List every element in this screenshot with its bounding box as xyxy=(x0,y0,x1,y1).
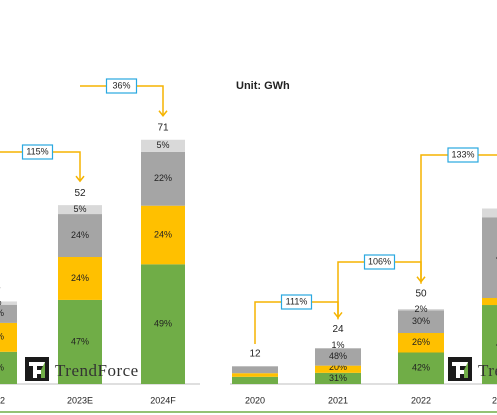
segment-label: 4% xyxy=(0,297,2,307)
growth-label: 111% xyxy=(286,296,308,306)
segment-label: 31% xyxy=(329,373,347,383)
bar-segment xyxy=(0,301,17,305)
logo-icon xyxy=(448,357,472,381)
segment-label: 47% xyxy=(71,336,89,346)
segment-label: 22% xyxy=(154,173,172,183)
growth-arrow xyxy=(75,175,85,183)
x-tick-label: 2022 xyxy=(411,395,431,405)
growth-label: 115% xyxy=(26,146,48,156)
segment-label: 5% xyxy=(73,204,86,214)
growth-label: 36% xyxy=(112,80,130,90)
segment-label: 24% xyxy=(71,273,89,283)
total-label: 24 xyxy=(0,281,1,292)
segment-label: 24% xyxy=(154,229,172,239)
bar-segment xyxy=(482,217,497,299)
bar-segment xyxy=(0,304,17,323)
bar-segment xyxy=(141,139,185,152)
x-tick-label: 2023E xyxy=(67,395,93,405)
segment-label: 2% xyxy=(414,304,427,314)
bar-segment xyxy=(315,372,361,384)
bar-segment xyxy=(482,208,497,218)
growth-arrow xyxy=(158,110,168,117)
unit-label: Unit: GWh xyxy=(236,80,290,92)
bar-segment xyxy=(398,352,444,384)
bar-segment xyxy=(315,365,361,373)
bar-segment xyxy=(232,373,278,377)
x-tick-label: 2023E xyxy=(492,395,497,405)
growth-box xyxy=(21,144,54,160)
growth-box xyxy=(280,294,313,310)
bar-segment xyxy=(0,322,17,352)
logos xyxy=(25,357,472,381)
bar-segment xyxy=(482,305,497,384)
x-tick-label: 2021 xyxy=(328,395,348,405)
growth-box xyxy=(447,147,479,163)
total-label: 50 xyxy=(415,288,427,299)
bar-segment xyxy=(232,376,278,384)
bar-segment xyxy=(58,256,102,300)
bar-segment xyxy=(398,310,444,333)
logo-icon xyxy=(25,357,49,381)
segment-label: 1% xyxy=(331,340,344,350)
segment-label: 24% xyxy=(71,230,89,240)
total-label: 12 xyxy=(249,349,261,360)
x-tick-label: 2024F xyxy=(150,395,176,405)
total-label: 24 xyxy=(332,324,344,335)
segment-label: 26% xyxy=(412,337,430,347)
segment-label: 49% xyxy=(154,319,172,329)
bar-segment xyxy=(141,205,185,265)
segment-label: 35% xyxy=(0,332,4,342)
total-label: 71 xyxy=(157,122,169,133)
bar-segment xyxy=(482,298,497,306)
bar-segment xyxy=(58,299,102,384)
segment-label: 39% xyxy=(0,362,4,372)
watermark: TrendForce xyxy=(478,361,497,380)
bar-segment xyxy=(58,214,102,257)
bar-segment xyxy=(141,151,185,206)
growth-label: 106% xyxy=(368,256,391,266)
bar-segment xyxy=(141,264,185,384)
bar-segment xyxy=(398,309,444,311)
segment-label: 46% xyxy=(496,252,497,262)
segment-label: 42% xyxy=(412,363,430,373)
segment-label: 20% xyxy=(329,362,347,372)
segment-label: 22% xyxy=(0,308,4,318)
segment-label: 45% xyxy=(496,339,497,349)
bar-segment xyxy=(398,333,444,353)
x-tick-label: 2022 xyxy=(0,395,5,405)
watermark: TrendForce xyxy=(55,361,139,380)
growth-label: 133% xyxy=(451,149,474,159)
segment-label: 30% xyxy=(412,316,430,326)
total-label: 52 xyxy=(74,188,86,199)
growth-box xyxy=(105,78,138,94)
x-tick-label: 2020 xyxy=(245,395,265,405)
segment-label: 48% xyxy=(329,351,347,361)
growth-box xyxy=(363,254,396,270)
segment-label: 5% xyxy=(156,140,169,150)
bar-segment xyxy=(0,351,17,384)
bar-segment xyxy=(58,205,102,215)
bar-segment xyxy=(315,348,361,366)
bar-segment xyxy=(232,366,278,374)
